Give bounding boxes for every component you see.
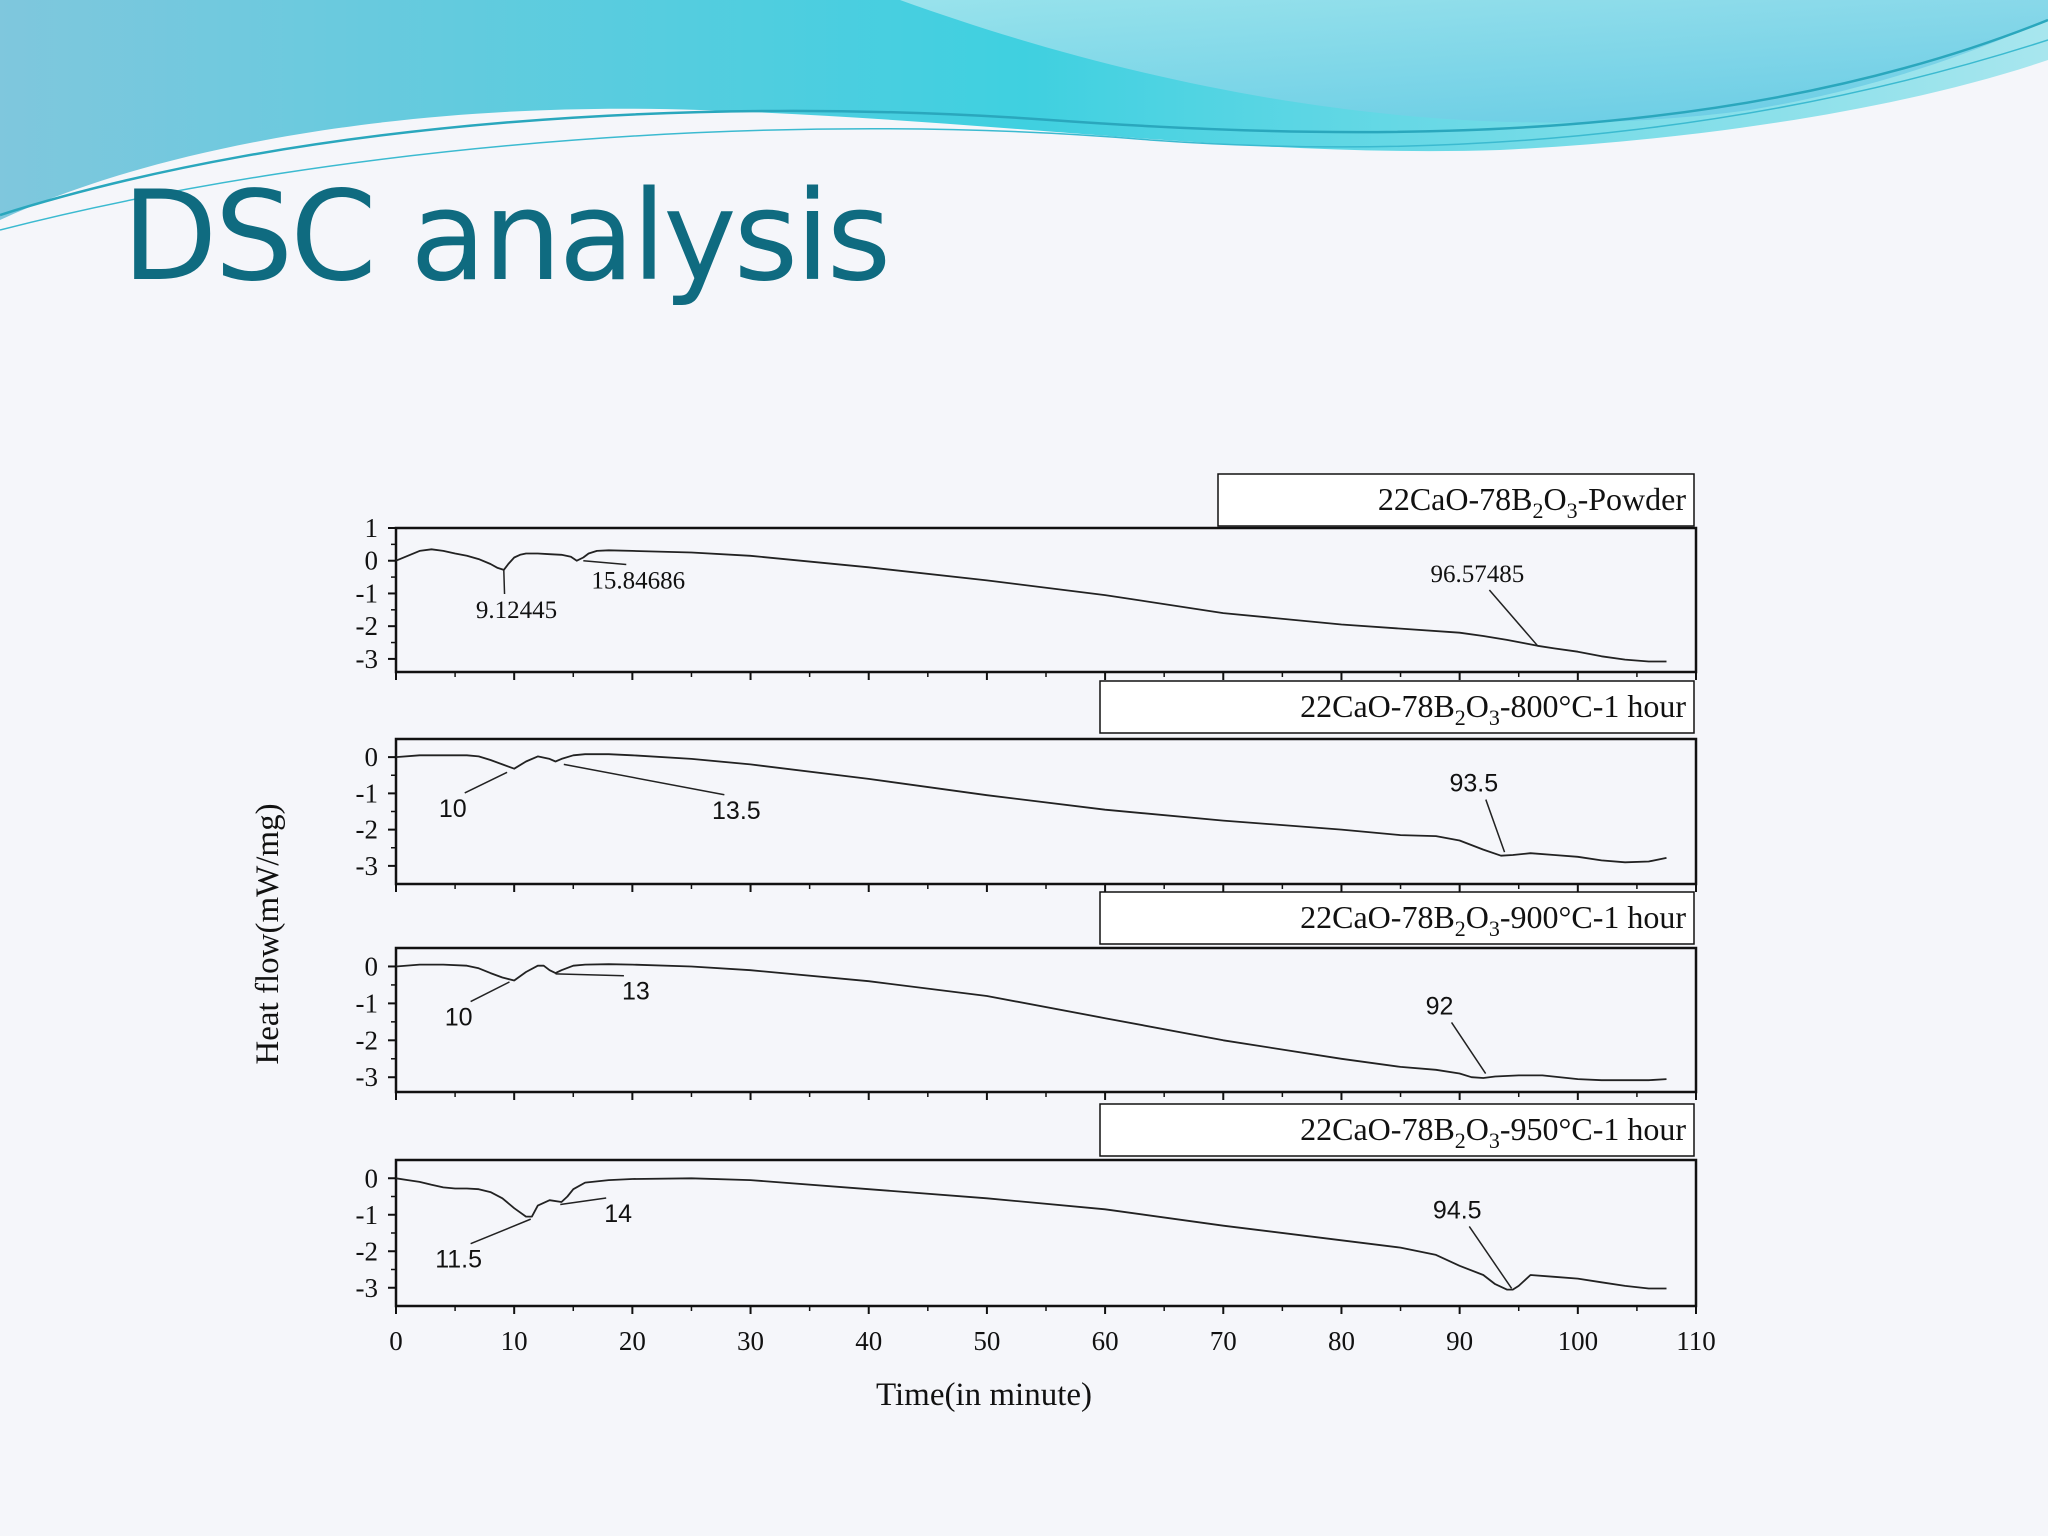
panel-frame — [394, 526, 1698, 674]
peak-leader — [563, 763, 725, 796]
panel-frame — [394, 946, 1698, 1094]
legend-box — [1217, 473, 1695, 527]
y-tick-label: -1 — [356, 778, 379, 808]
header-wave-line — [0, 18, 2048, 217]
legend-entry: 22CaO-78B2O3-900°C-1 hour — [1300, 899, 1686, 941]
panel-950C: 0 -1 -2 -3 0 10 20 30 40 50 60 70 80 90 100 110 11.5 14 94… — [356, 1103, 1716, 1356]
peak-label: 10 — [445, 1004, 473, 1032]
peak-leader — [1488, 589, 1539, 647]
x-tick-label: 100 — [1558, 1326, 1599, 1356]
peak-leader — [464, 771, 508, 794]
peak-label: 9.12445 — [476, 597, 557, 624]
legend-box — [1099, 891, 1695, 945]
peak-label: 13 — [622, 978, 650, 1006]
y-axis-label: Heat flow(mW/mg) — [250, 803, 286, 1064]
legend-entry: 22CaO-78B2O3-Powder — [1378, 481, 1687, 523]
y-tick-label: -2 — [356, 815, 379, 845]
x-tick-label: 110 — [1676, 1326, 1716, 1356]
peak-leader — [470, 981, 510, 1003]
peak-leader — [1468, 1225, 1513, 1289]
panel-800C: 0 -1 -2 -3 10 13.5 93.5 22CaO-78B2O3-800°C-1 ho… — [356, 680, 1698, 892]
peak-label: 13.5 — [712, 797, 761, 825]
y-tick-label: -2 — [356, 1025, 379, 1055]
y-tick-label: -1 — [356, 988, 379, 1018]
legend-box — [1099, 680, 1695, 734]
x-tick-label: 0 — [389, 1326, 403, 1356]
y-tick-label: 0 — [365, 546, 379, 576]
x-tick-label: 70 — [1210, 1326, 1237, 1356]
y-tick-label: -3 — [356, 644, 379, 674]
y-tick-label: -2 — [356, 1236, 379, 1266]
panel-powder: 10-1-2-3 9.12445 15.84686 96.57485 22CaO-78B… — [356, 473, 1698, 680]
x-tick-label: 80 — [1328, 1326, 1355, 1356]
peak-label: 94.5 — [1433, 1196, 1482, 1224]
x-tick-label: 30 — [737, 1326, 764, 1356]
legend-entry: 22CaO-78B2O3-800°C-1 hour — [1300, 688, 1686, 730]
peak-label: 11.5 — [435, 1246, 482, 1274]
peak-leader — [555, 973, 624, 977]
x-tick-label: 90 — [1446, 1326, 1473, 1356]
y-tick-label: 0 — [365, 951, 379, 981]
peak-leader — [1450, 1022, 1487, 1074]
x-tick-label: 40 — [855, 1326, 882, 1356]
peak-leader — [503, 569, 506, 595]
series-line — [395, 753, 1667, 864]
peak-leader — [560, 1197, 607, 1206]
slide-title: DSC analysis — [122, 165, 891, 309]
peak-label: 92 — [1426, 992, 1454, 1020]
legend-entry: 22CaO-78B2O3-950°C-1 hour — [1300, 1111, 1686, 1153]
header-wave-line — [0, 39, 2048, 231]
x-tick-label: 60 — [1092, 1326, 1119, 1356]
y-tick-label: 0 — [365, 742, 379, 772]
header-wave-highlight — [900, 0, 2048, 123]
peak-leader — [470, 1218, 532, 1245]
panel-900C: 0 -1 -2 -3 10 13 92 22CaO-78B2O3-900°C-1 hour — [356, 891, 1698, 1100]
y-tick-label: -3 — [356, 851, 379, 881]
y-tick-label: 1 — [365, 513, 379, 543]
y-tick-label: -2 — [356, 611, 379, 641]
series-line — [395, 963, 1667, 1082]
y-tick-label: -1 — [356, 578, 379, 608]
peak-label: 10 — [439, 795, 467, 823]
peak-label: 93.5 — [1449, 770, 1498, 798]
peak-leader — [583, 559, 627, 566]
panel-frame — [394, 737, 1698, 886]
peak-leader — [1485, 799, 1506, 853]
x-axis-label: Time(in minute) — [876, 1377, 1092, 1413]
peak-label: 15.84686 — [591, 568, 685, 595]
peak-label: 14 — [604, 1200, 632, 1228]
x-tick-label: 20 — [619, 1326, 646, 1356]
y-tick-label: -3 — [356, 1062, 379, 1092]
x-tick-label: 50 — [973, 1326, 1000, 1356]
legend-box — [1099, 1103, 1695, 1157]
series-line — [395, 548, 1667, 663]
y-tick-label: 0 — [365, 1163, 379, 1193]
x-tick-label: 10 — [501, 1326, 528, 1356]
y-tick-label: -1 — [356, 1200, 379, 1230]
peak-label: 96.57485 — [1430, 561, 1524, 588]
series-line — [395, 1177, 1667, 1291]
y-tick-label: -3 — [356, 1273, 379, 1303]
